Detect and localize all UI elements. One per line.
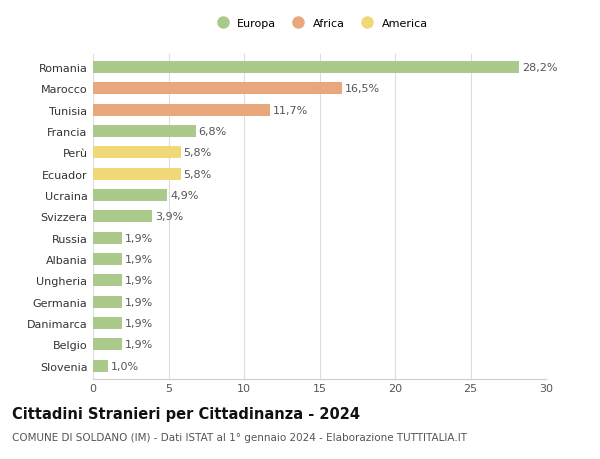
Text: 1,9%: 1,9%	[125, 340, 153, 350]
Text: 1,9%: 1,9%	[125, 233, 153, 243]
Bar	[93, 190, 167, 202]
Legend: Europa, Africa, America: Europa, Africa, America	[211, 18, 428, 28]
Text: 4,9%: 4,9%	[170, 190, 199, 201]
Bar	[93, 360, 108, 372]
Bar	[93, 339, 122, 351]
Text: 28,2%: 28,2%	[522, 63, 557, 73]
Text: 3,9%: 3,9%	[155, 212, 183, 222]
Text: 1,9%: 1,9%	[125, 297, 153, 307]
Bar	[93, 232, 122, 244]
Text: 11,7%: 11,7%	[272, 106, 308, 115]
Text: 16,5%: 16,5%	[345, 84, 380, 94]
Text: Cittadini Stranieri per Cittadinanza - 2024: Cittadini Stranieri per Cittadinanza - 2…	[12, 406, 360, 421]
Text: 5,8%: 5,8%	[184, 169, 212, 179]
Text: 1,0%: 1,0%	[111, 361, 139, 371]
Text: 1,9%: 1,9%	[125, 254, 153, 264]
Bar	[93, 83, 342, 95]
Text: COMUNE DI SOLDANO (IM) - Dati ISTAT al 1° gennaio 2024 - Elaborazione TUTTITALIA: COMUNE DI SOLDANO (IM) - Dati ISTAT al 1…	[12, 432, 467, 442]
Text: 1,9%: 1,9%	[125, 319, 153, 328]
Text: 5,8%: 5,8%	[184, 148, 212, 158]
Bar	[93, 105, 269, 116]
Bar	[93, 211, 152, 223]
Text: 1,9%: 1,9%	[125, 276, 153, 286]
Bar	[93, 296, 122, 308]
Bar	[93, 275, 122, 286]
Bar	[93, 147, 181, 159]
Bar	[93, 254, 122, 265]
Bar	[93, 62, 519, 74]
Bar	[93, 318, 122, 329]
Text: 6,8%: 6,8%	[199, 127, 227, 137]
Bar	[93, 126, 196, 138]
Bar	[93, 168, 181, 180]
